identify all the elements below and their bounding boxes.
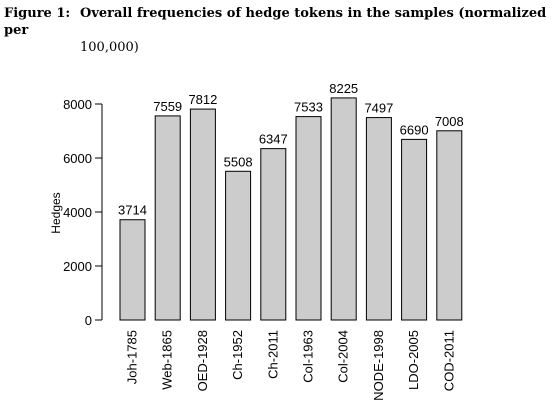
bar-joh-1785 <box>119 219 146 321</box>
data-label: 7497 <box>364 101 393 116</box>
bar-col-2004 <box>330 97 357 321</box>
x-tick-label: OED-1928 <box>195 330 210 391</box>
x-tick-label: Col-2004 <box>336 330 351 383</box>
y-axis: 0 2000 4000 6000 8000 <box>63 97 103 328</box>
bar-ldo-2005 <box>401 138 428 321</box>
bar-ch-2011 <box>260 148 287 321</box>
figure-title: Overall frequencies of hedge tokens in t… <box>4 6 547 38</box>
data-label: 8225 <box>329 81 358 96</box>
data-label: 7559 <box>153 99 182 114</box>
data-label: 6690 <box>400 122 429 137</box>
y-tick-label: 2000 <box>63 259 92 274</box>
bar-ch-1952 <box>225 170 252 321</box>
y-tick-label: 8000 <box>63 97 92 112</box>
data-label: 5508 <box>224 154 253 169</box>
x-tick-label: LDO-2005 <box>406 330 421 390</box>
y-tick-label: 6000 <box>63 151 92 166</box>
x-tick-label: Web-1865 <box>160 330 175 390</box>
x-tick-label: COD-2011 <box>441 330 456 391</box>
figure-label: Figure 1: <box>4 6 71 21</box>
data-label: 7812 <box>188 92 217 107</box>
figure-title-continuation: 100,000) <box>80 40 139 55</box>
x-tick-label: Ch-1952 <box>230 330 245 380</box>
y-tick-label: 4000 <box>63 205 92 220</box>
data-label: 7008 <box>435 114 464 129</box>
bars <box>119 97 463 321</box>
x-tick-label: NODE-1998 <box>371 330 386 401</box>
figure-caption: Figure 1: Overall frequencies of hedge to… <box>4 5 548 56</box>
x-tick-label: Col-1963 <box>301 330 316 383</box>
data-label: 7533 <box>294 100 323 115</box>
x-tick-label: Joh-1785 <box>125 330 140 384</box>
bar-node-1998 <box>365 117 392 321</box>
x-tick-label: Ch-2011 <box>265 330 280 379</box>
x-tick-labels: Joh-1785 Web-1865 OED-1928 Ch-1952 Ch-2011 Co… <box>125 330 457 401</box>
data-labels: 3714 7559 7812 5508 6347 7533 8225 7497 6690 7008 <box>118 81 464 218</box>
y-tick-label: 0 <box>85 313 92 328</box>
data-label: 6347 <box>259 132 288 147</box>
bar-oed-1928 <box>189 108 216 321</box>
data-label: 3714 <box>118 203 147 218</box>
bar-cod-2011 <box>436 130 463 321</box>
bar-web-1865 <box>154 115 181 321</box>
y-axis-label: Hedges <box>49 192 63 233</box>
bar-col-1963 <box>295 116 322 321</box>
